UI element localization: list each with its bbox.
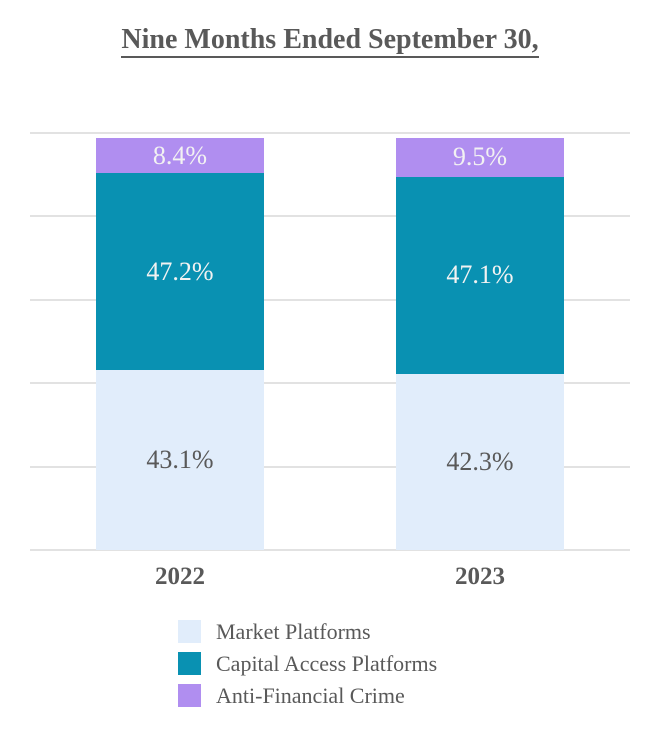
legend-swatch-capital-access-platforms [178,652,201,675]
plot-area: 8.4% 47.2% 43.1% 9.5% 47.1% 42.3% [30,132,630,551]
legend-swatch-market-platforms [178,620,201,643]
bar-segment-market-platforms-2022: 43.1% [96,370,264,550]
segment-value-label: 43.1% [146,445,214,475]
gridline-60 [30,298,630,301]
bar-segment-anti-financial-crime-2023: 9.5% [396,137,564,178]
x-axis-label-2023: 2023 [455,563,505,590]
bar-2023: 9.5% 47.1% 42.3% [396,137,564,550]
legend-swatch-anti-financial-crime [178,684,201,707]
segment-value-label: 9.5% [452,142,508,172]
chart-title: Nine Months Ended September 30, [0,24,660,58]
bar-segment-capital-access-platforms-2022: 47.2% [96,173,264,371]
gridline-0 [30,549,630,551]
legend-label-market-platforms: Market Platforms [216,618,371,644]
bar-segment-market-platforms-2023: 42.3% [396,373,564,550]
legend-label-anti-financial-crime: Anti-Financial Crime [216,682,405,708]
legend-label-capital-access-platforms: Capital Access Platforms [216,650,438,676]
x-axis-label-2022: 2022 [155,563,205,590]
bar-2022: 8.4% 47.2% 43.1% [96,138,264,550]
segment-value-label: 47.1% [446,260,514,290]
legend-item-capital-access-platforms: Capital Access Platforms [178,650,438,676]
legend-item-market-platforms: Market Platforms [178,618,437,644]
segment-value-label: 42.3% [446,446,514,476]
chart-legend: Market Platforms Capital Access Platforms… [178,618,438,716]
segment-value-label: 47.2% [146,256,214,286]
gridline-80 [30,215,630,218]
bar-segment-anti-financial-crime-2022: 8.4% [96,138,264,174]
gridline-40 [30,382,630,385]
gridline-100 [30,132,630,134]
chart-title-text: Nine Months Ended September 30, [121,24,539,58]
segment-value-label: 8.4% [152,140,208,170]
bar-segment-capital-access-platforms-2023: 47.1% [396,177,564,374]
gridline-20 [30,465,630,468]
legend-item-anti-financial-crime: Anti-Financial Crime [178,682,437,708]
